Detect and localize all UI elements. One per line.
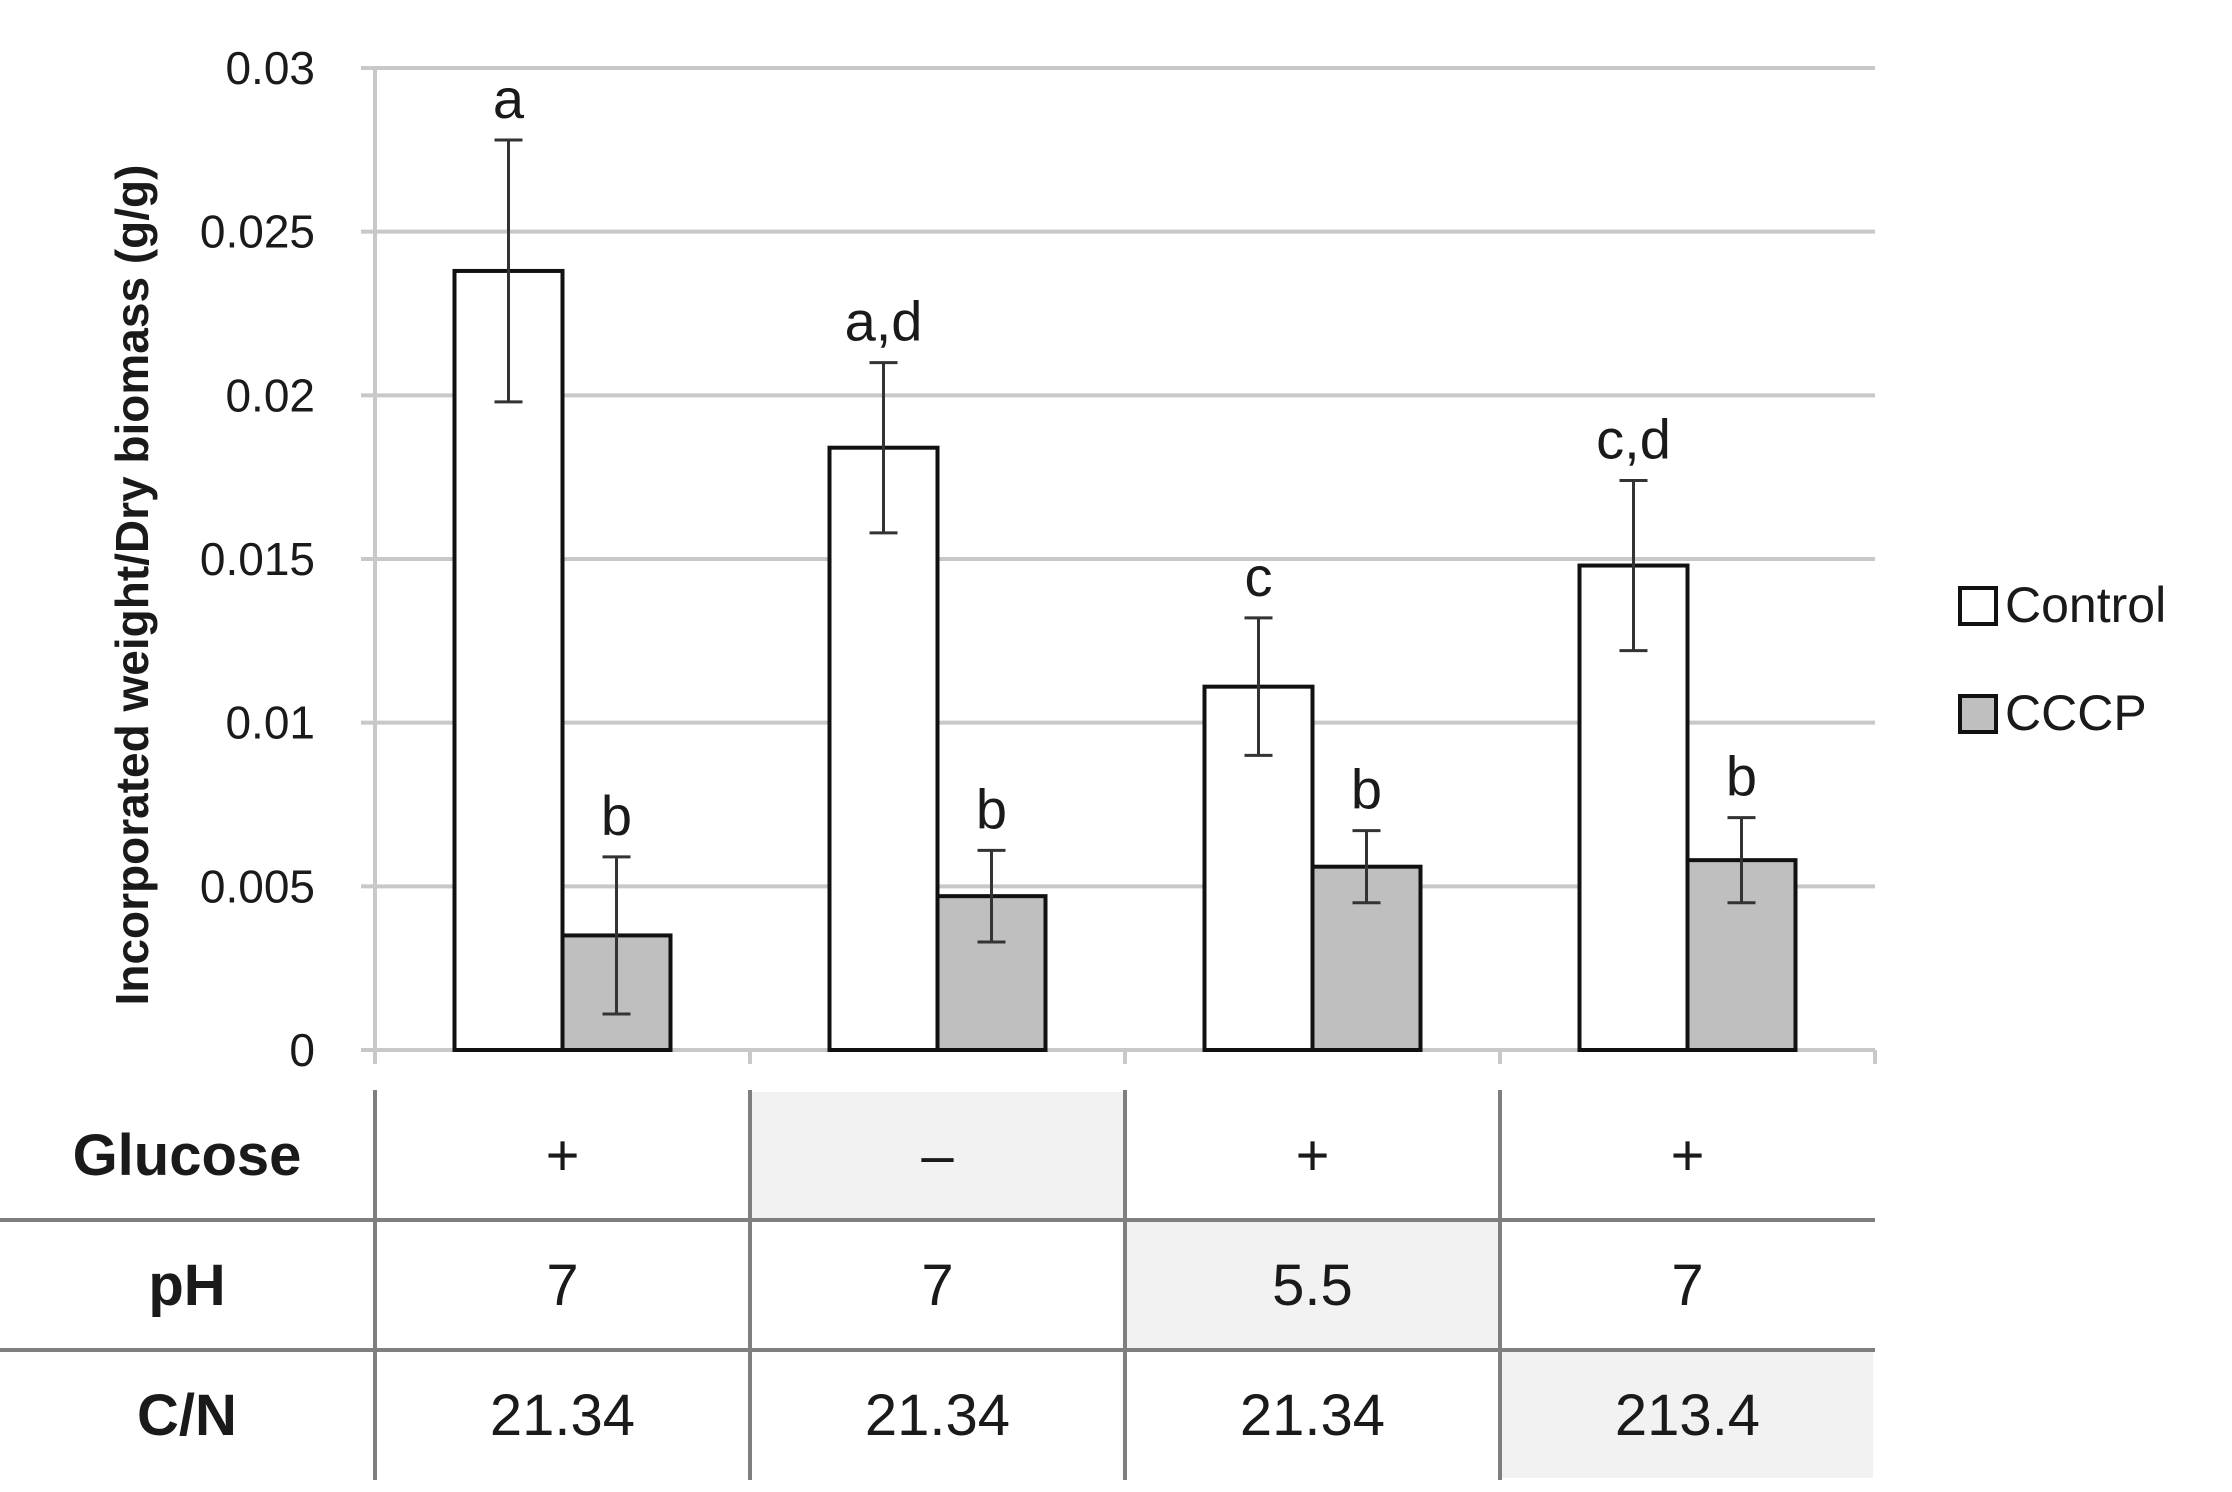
y-tick-label: 0.025 bbox=[200, 206, 315, 258]
table-cell-highlight bbox=[752, 1092, 1123, 1218]
table-cell: 213.4 bbox=[1615, 1383, 1760, 1448]
table-cell: 7 bbox=[1671, 1253, 1703, 1318]
table-cell: 21.34 bbox=[865, 1383, 1010, 1448]
table-cell: 7 bbox=[546, 1253, 578, 1318]
y-tick-label: 0.015 bbox=[200, 533, 315, 585]
table-cell: 21.34 bbox=[490, 1383, 635, 1448]
table-cell: + bbox=[546, 1123, 580, 1188]
table-cell: 7 bbox=[921, 1253, 953, 1318]
table-row-header: pH bbox=[148, 1253, 225, 1318]
conditions-table: Glucose + – + + pH 7 7 5.5 7 C/N 21.34 21.34 21.34 213… bbox=[0, 1090, 1875, 1480]
y-tick-label: 0.01 bbox=[225, 697, 315, 749]
significance-label: b bbox=[1726, 745, 1757, 808]
legend: Control CCCP bbox=[1958, 577, 2166, 741]
table-row-header: C/N bbox=[137, 1383, 237, 1448]
y-axis-title: Incorporated weight/Dry biomass (g/g) bbox=[106, 165, 158, 1006]
table-cell: + bbox=[1296, 1123, 1330, 1188]
y-tick-label: 0.03 bbox=[225, 42, 315, 94]
legend-swatch bbox=[1958, 586, 1998, 626]
significance-label: b bbox=[1351, 758, 1382, 821]
bars bbox=[452, 268, 1798, 1053]
significance-label: a bbox=[493, 67, 525, 130]
bar-cccp bbox=[1310, 864, 1423, 1053]
significance-label: b bbox=[976, 777, 1007, 840]
error-bars bbox=[494, 138, 1756, 1016]
bar-control bbox=[827, 445, 940, 1052]
significance-label: c bbox=[1245, 545, 1273, 608]
y-tick-label: 0 bbox=[289, 1024, 315, 1076]
legend-label: Control bbox=[2005, 577, 2166, 633]
table-cell-highlight bbox=[1502, 1352, 1873, 1478]
significance-label: a,d bbox=[845, 290, 923, 353]
significance-label: c,d bbox=[1596, 407, 1671, 470]
legend-swatch bbox=[1958, 694, 1998, 734]
y-tick-labels: 0 0.005 0.01 0.015 0.02 0.025 0.03 bbox=[200, 42, 315, 1076]
table-row-header: Glucose bbox=[73, 1123, 302, 1188]
legend-label: CCCP bbox=[2005, 685, 2147, 741]
table-cell: 5.5 bbox=[1272, 1253, 1353, 1318]
significance-labels: a b a,d b c b c,d b bbox=[493, 67, 1757, 847]
table-cell: 21.34 bbox=[1240, 1383, 1385, 1448]
y-tick-label: 0.02 bbox=[225, 369, 315, 421]
table-cell-highlight bbox=[1127, 1222, 1498, 1348]
significance-label: b bbox=[601, 784, 632, 847]
y-tick-label: 0.005 bbox=[200, 860, 315, 912]
table-cell: + bbox=[1671, 1123, 1705, 1188]
table-cell: – bbox=[921, 1123, 954, 1188]
